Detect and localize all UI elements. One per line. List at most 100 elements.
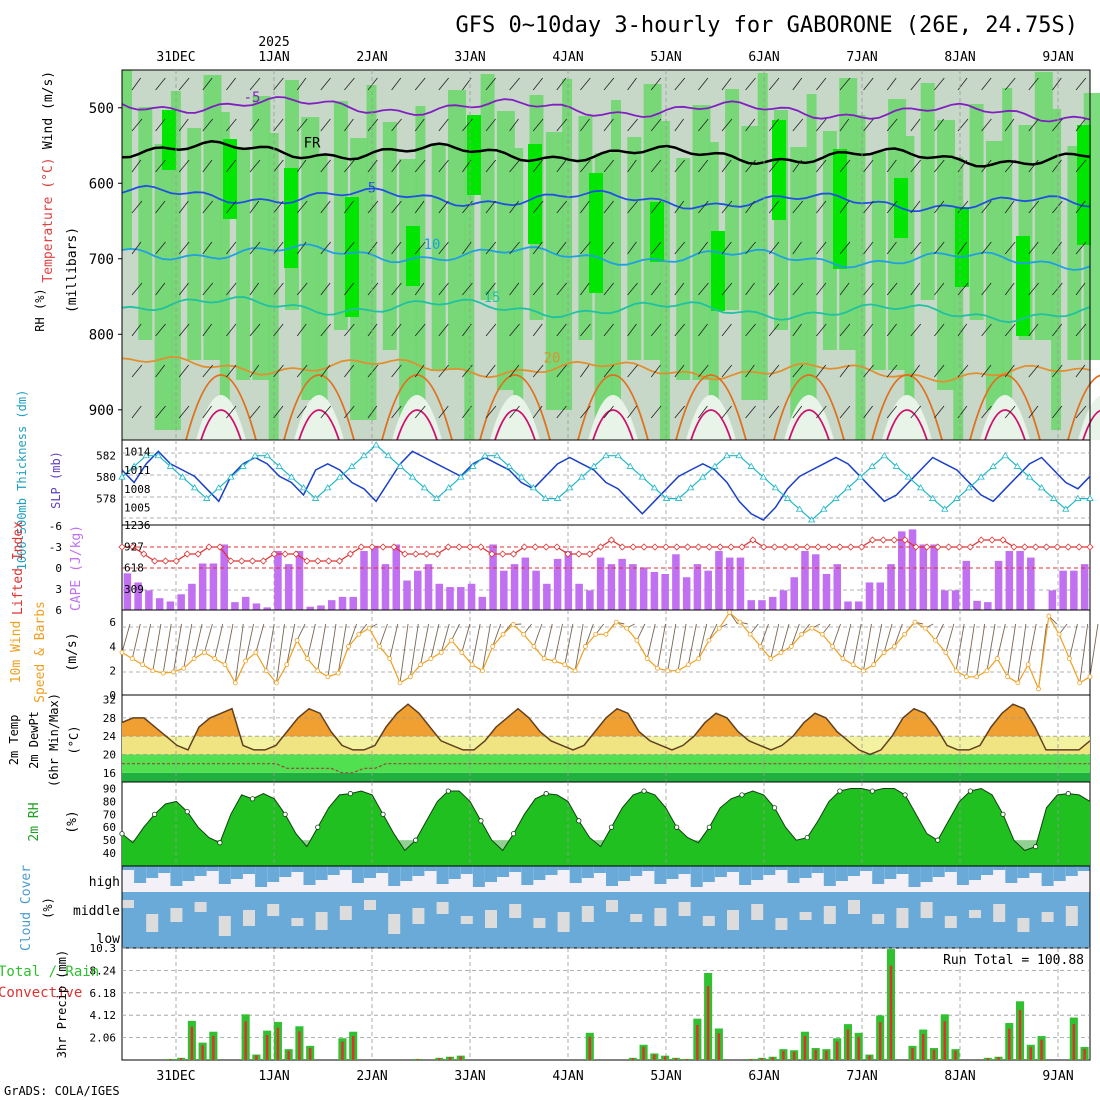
wind-point-90 [1046,613,1052,619]
cape-bar-24 [381,564,390,610]
wind-point-56 [696,656,702,661]
thickness-point-3 [154,451,163,459]
wind-barb [391,323,402,337]
li-point-31 [455,543,463,551]
rh-band-35 [692,105,711,380]
cloud-high-49 [714,866,727,877]
cloud-high-69 [956,866,969,885]
cloud-gap-14 [291,918,304,926]
wind-barb [320,77,331,91]
wind-point-10 [222,662,228,668]
wind-barb [556,159,567,173]
wind-barb [1004,200,1015,214]
rh-point-72 [902,792,908,798]
cape-bar-55 [715,551,723,610]
wind-barb-10m-75 [893,623,903,647]
cloud-high-15 [303,866,316,885]
thickness-point-40 [602,451,610,459]
top-date-label-5: 5JAN [650,50,681,65]
slp-tick-1: 1011 [124,464,151,477]
cape-bar-37 [521,557,530,610]
wind-barb [532,241,543,255]
wind-barb [674,77,686,91]
wind-barb [438,323,449,337]
cloud-high-36 [557,866,570,870]
isotherm-label-4: 15 [484,290,501,306]
thickness-point-59 [832,494,840,501]
wind-point-15 [274,680,279,686]
wind-barb [886,282,898,296]
precip-conv-bar-27 [416,1059,419,1060]
thickness-point-19 [348,462,356,469]
wind-point-14 [263,668,269,674]
cape-bar-21 [349,596,358,610]
li-point-35 [499,550,507,558]
isotherm-label-1: FR [304,135,321,151]
li-point-32 [466,543,474,551]
wind-point-17 [294,637,300,643]
wind-barb [131,323,142,337]
wind-barb [981,364,992,378]
thickness-point-0 [118,473,126,480]
wind-barb [273,200,284,214]
cloud-high-3 [158,866,171,873]
wind-barb [131,200,143,214]
wind-barb [202,241,213,255]
wind-barb [178,200,189,214]
warm-arc-0 [185,374,257,441]
wind-barb-10m-41 [543,623,553,659]
cape-bar-46 [618,558,626,610]
isotherm-label-3: 10 [424,237,441,253]
wind-barb-10m-3 [152,623,162,671]
wind-barb [580,159,591,173]
cloud-high-71 [981,866,994,875]
precip-tick-3: 8.24 [90,964,117,977]
cloud-gap-50 [727,910,739,930]
cloud-gap-34 [533,918,546,928]
wind-barb [155,405,166,419]
wind-barb [414,200,425,214]
wind-barb [155,323,166,337]
wind-barb [532,323,543,337]
rh-band-42 [806,94,817,420]
cape-bar-1 [134,582,142,610]
wind-barb [1075,77,1087,91]
thickness-tick-0: 582 [96,450,116,463]
li-point-1 [129,543,137,551]
wind-barb [320,200,331,214]
rh-point-69 [869,788,876,794]
wind-barb [816,405,827,419]
cape-bar-72 [898,531,906,610]
temp-tick-2: 24 [103,730,117,743]
wind-point-43 [562,662,568,668]
precip-conv-bar-85 [1040,1039,1043,1060]
cape-bar-84 [1027,557,1035,610]
wind-barb [320,118,331,132]
thickness-point-4 [166,462,175,469]
precip-conv-bar-47 [631,1058,635,1060]
wind-barb-10m-70 [842,623,852,659]
cloud-high-53 [763,866,776,875]
wind-barb [273,364,284,378]
cloud-high-2 [146,866,159,878]
precip-conv-bar-74 [922,1034,925,1060]
cloud-high-54 [775,866,788,870]
cloud-high-38 [581,866,594,878]
wind-point-80 [943,650,949,655]
top-date-label-7: 7JAN [846,50,877,65]
precip-conv-bar-53 [696,1024,699,1060]
cape-bar-45 [607,564,616,610]
temp-tick-3: 28 [103,712,116,725]
wind-point-25 [377,644,382,649]
wind-barb [1028,323,1039,337]
thickness-point-46 [674,494,683,501]
wind-barb [532,364,544,378]
wind-point-74 [881,650,887,655]
wind-barb [556,282,567,296]
cape-tick-2: 618 [124,562,144,575]
temp-tick-1: 20 [103,749,116,762]
cape-bar-0 [123,573,132,610]
wind-barb [1075,405,1087,419]
dewpt-axis-label: 2m DewPt [27,711,41,769]
wind-point-34 [469,662,475,668]
